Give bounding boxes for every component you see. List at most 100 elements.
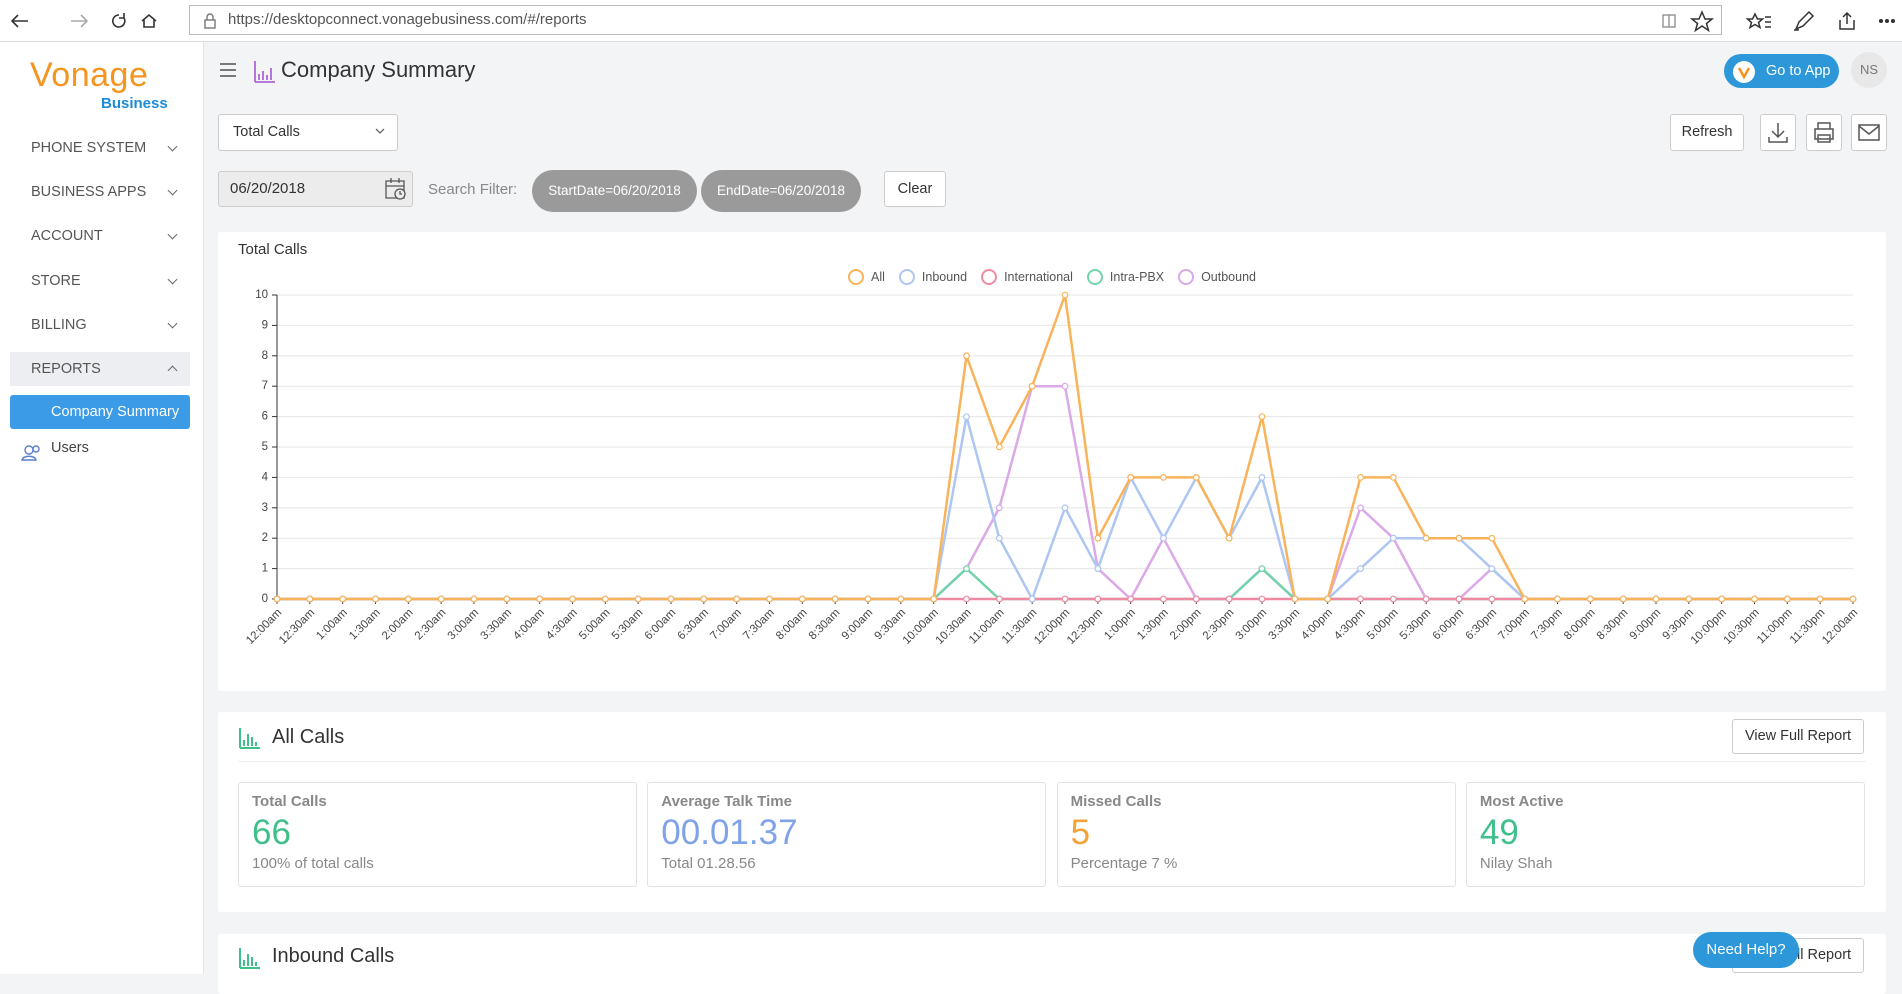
data-point (700, 595, 708, 603)
menu-item[interactable]: BUSINESS APPS (10, 175, 190, 209)
x-tick-label: 1:30am (347, 607, 383, 643)
menu-item[interactable]: ACCOUNT (10, 219, 190, 253)
data-point (1094, 565, 1102, 573)
avatar[interactable]: NS (1851, 52, 1887, 88)
logo-sub: Business (101, 95, 168, 112)
data-point (569, 595, 576, 603)
app-icon (1733, 61, 1755, 83)
data-point (503, 595, 511, 603)
x-tick-label: 5:30pm (1398, 607, 1434, 643)
data-point (1258, 473, 1266, 481)
divider (238, 761, 1866, 762)
need-help-button[interactable]: Need Help? (1693, 932, 1799, 968)
data-point (995, 443, 1003, 451)
data-point (404, 595, 412, 603)
calendar-icon (385, 178, 406, 200)
data-point (1488, 565, 1496, 573)
section-icon (239, 948, 260, 969)
email-icon (1858, 124, 1880, 141)
legend-item[interactable]: International (981, 269, 1073, 285)
email-button[interactable] (1851, 114, 1887, 151)
menu-item[interactable]: PHONE SYSTEM (10, 131, 190, 165)
legend-item[interactable]: All (847, 269, 885, 285)
menu-item[interactable]: REPORTS (10, 352, 190, 386)
date-input[interactable]: 06/20/2018 (218, 171, 413, 207)
y-tick-label: 3 (262, 502, 268, 514)
data-point (1061, 291, 1069, 299)
x-tick-label: 4:00pm (1299, 607, 1335, 643)
logo: Vonage (30, 56, 149, 94)
report-select[interactable]: Total Calls (218, 114, 398, 151)
legend-label: Intra-PBX (1109, 270, 1165, 284)
x-tick-label: 1:00pm (1102, 607, 1138, 643)
address-bar[interactable]: https://desktopconnect.vonagebusiness.co… (189, 5, 1722, 35)
legend-item[interactable]: Outbound (1178, 269, 1256, 285)
page-title: Company Summary (281, 57, 476, 82)
y-tick-label: 5 (262, 441, 268, 453)
submenu-item[interactable]: Users (51, 440, 89, 456)
x-tick-label: 3:30pm (1266, 607, 1302, 643)
legend-label: All (870, 270, 885, 284)
filter-chip[interactable]: EndDate=06/20/2018 (701, 170, 861, 212)
x-tick-label: 7:30am (741, 607, 777, 643)
x-tick-label: 8:00am (774, 607, 810, 643)
refresh-button[interactable]: Refresh (1670, 114, 1744, 151)
clear-button[interactable]: Clear (884, 171, 946, 207)
legend-label: Outbound (1201, 270, 1256, 284)
data-point (995, 595, 1003, 603)
stat-box: Average Talk Time 00.01.37 Total 01.28.56 (647, 782, 1047, 887)
data-point (1357, 565, 1364, 573)
data-point (1586, 595, 1594, 603)
legend-item[interactable]: Intra-PBX (1086, 269, 1165, 285)
search-filter-label: Search Filter: (428, 181, 518, 198)
section-title: Inbound Calls (272, 945, 395, 967)
data-point (1389, 534, 1397, 542)
select-caret (375, 128, 385, 134)
view-full-report-button[interactable]: View Full Report (1732, 719, 1864, 754)
x-tick-label: 5:00am (577, 607, 613, 643)
data-point (1127, 595, 1135, 603)
y-tick-label: 6 (262, 411, 268, 423)
print-icon (1814, 122, 1834, 143)
data-point (798, 595, 806, 603)
y-tick-label: 1 (262, 563, 268, 575)
stat-box: Most Active 49 Nilay Shah (1465, 782, 1865, 887)
print-button[interactable] (1806, 114, 1842, 151)
legend-label: International (1004, 270, 1073, 284)
data-point (1192, 595, 1200, 603)
x-tick-label: 6:30am (675, 607, 711, 643)
page: https://desktopconnect.vonagebusiness.co… (0, 0, 1902, 974)
header-icons (220, 61, 275, 83)
stat-label: Average Talk Time (661, 793, 792, 810)
legend-swatch (981, 269, 998, 285)
legend-swatch (847, 269, 864, 285)
data-point (1258, 565, 1266, 573)
x-tick-label: 9:00am (840, 607, 876, 643)
stat-value: 00.01.37 (661, 813, 798, 852)
inbound-calls-card: Inbound Calls View Full Report (218, 934, 1886, 994)
section-title: All Calls (272, 726, 345, 748)
stat-box: Missed Calls 5 Percentage 7 % (1056, 782, 1456, 887)
data-point (733, 595, 741, 603)
x-tick-label: 7:00am (708, 607, 744, 643)
data-point (1455, 534, 1463, 542)
data-point (930, 595, 938, 603)
data-point (1192, 473, 1200, 481)
x-tick-label: 1:00am (314, 607, 350, 643)
data-point (963, 565, 970, 573)
y-tick-label: 4 (262, 471, 269, 483)
menu-item[interactable]: BILLING (10, 308, 190, 342)
stat-sub: Total 01.28.56 (661, 855, 756, 872)
data-point (306, 595, 314, 603)
download-button[interactable] (1760, 114, 1796, 151)
data-point (1554, 595, 1561, 603)
x-tick-label: 7:30pm (1529, 607, 1565, 643)
lock-icon (204, 13, 216, 29)
legend-item[interactable]: Inbound (898, 269, 967, 285)
filter-chip[interactable]: StartDate=06/20/2018 (532, 170, 697, 212)
submenu-item[interactable]: Company Summary (10, 395, 190, 429)
download-icon (1768, 123, 1788, 143)
menu-item[interactable]: STORE (10, 264, 190, 298)
data-point (1718, 595, 1726, 603)
legend-swatch (1178, 269, 1195, 285)
